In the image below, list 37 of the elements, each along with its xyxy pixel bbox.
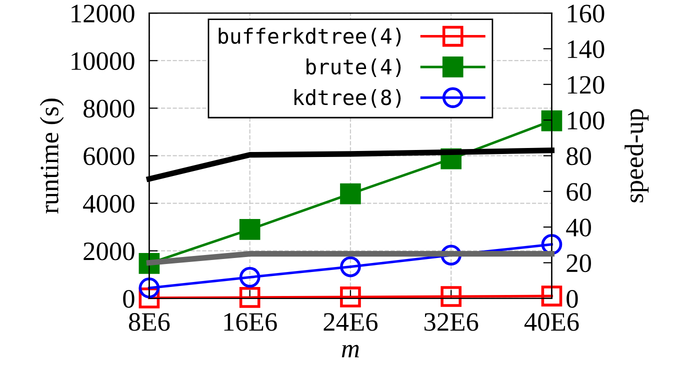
point	[440, 286, 462, 307]
y-axis-title: runtime (s)	[40, 98, 64, 214]
y2-tick-label: 80	[566, 147, 591, 166]
y2-tick-label: 100	[568, 112, 604, 130]
y-tick-label: 10000	[72, 52, 134, 70]
y-tick-label: 4000	[83, 194, 134, 213]
y2-tick-label: 160	[568, 4, 604, 22]
x-tick-label: 16E6	[224, 313, 277, 331]
y2-tick-label: 0	[566, 290, 578, 308]
y2-tick-label: 60	[566, 183, 591, 201]
y-tick-label: 12000	[72, 4, 134, 22]
y2-tick-label: 120	[568, 76, 604, 94]
y-tick-label: 8000	[84, 100, 134, 118]
y2-tick-label: 140	[568, 40, 604, 58]
point	[340, 256, 361, 278]
y-tick-label: 2000	[84, 242, 134, 260]
point	[138, 278, 160, 298]
y2-tick-label: 40	[566, 218, 591, 236]
point	[541, 286, 562, 306]
x-tick-label: 8E6	[128, 313, 170, 331]
x-axis-title: m	[342, 344, 359, 358]
x-tick-label: 32E6	[424, 313, 478, 331]
legend-label: kdtree(8)	[294, 89, 401, 108]
x-tick-label: 40E6	[524, 313, 579, 331]
point	[340, 183, 361, 204]
point	[239, 287, 260, 308]
legend-label: bufferkdtree(4)	[218, 28, 401, 46]
point	[541, 110, 562, 132]
point	[340, 286, 361, 308]
x-tick-label: 24E6	[324, 313, 378, 331]
legend-label: brute(4)	[306, 58, 401, 78]
y-tick-label: 0	[123, 290, 134, 308]
y-tick-label: 6000	[84, 147, 134, 166]
point	[239, 219, 260, 240]
y2-tick-label: 20	[566, 254, 591, 272]
point	[239, 266, 260, 288]
y2-axis-title: speed-up	[624, 109, 649, 202]
